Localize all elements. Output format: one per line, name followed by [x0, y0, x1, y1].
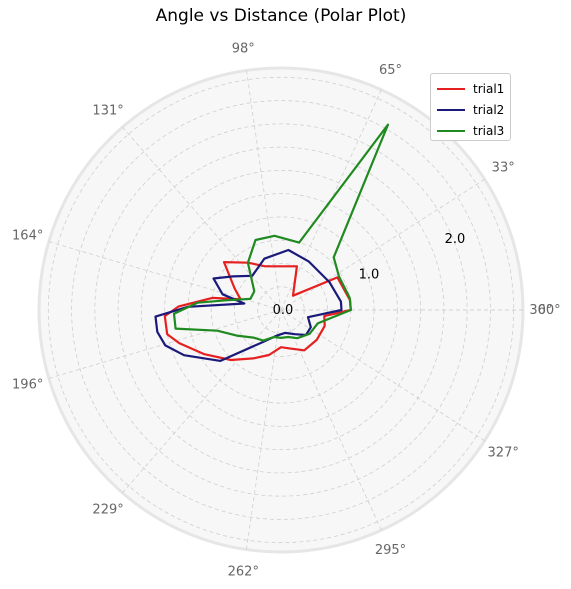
angle-tick-label: 98°: [232, 42, 255, 57]
angle-tick-label: 0°: [538, 303, 553, 318]
angle-gridline-10: [280, 309, 485, 442]
radial-tick-label: 1.0: [359, 267, 380, 282]
series-line-trial2: [154, 248, 343, 362]
angle-tick-label: 360°: [529, 303, 560, 318]
angle-tick-label: 327°: [488, 446, 519, 461]
angle-tick-label: 131°: [92, 104, 123, 119]
angle-gridline-4: [122, 126, 282, 311]
legend-entry: trial1: [437, 78, 510, 99]
angle-gridline-3: [246, 70, 282, 311]
radial-tick-label: 2.0: [445, 232, 466, 247]
angle-tick-label: 196°: [12, 378, 43, 393]
angle-tick-label: 229°: [92, 503, 123, 518]
angle-tick-label: 164°: [12, 229, 43, 244]
legend-swatch: [437, 129, 465, 132]
angle-tick-label: 33°: [492, 160, 515, 175]
legend-swatch: [437, 87, 465, 90]
angle-gridline-9: [280, 309, 382, 531]
radial-gridline-5: [140, 169, 422, 451]
legend-label: trial2: [473, 102, 505, 117]
legend-entry: trial2: [437, 99, 510, 120]
chart-title: Angle vs Distance (Polar Plot): [155, 6, 407, 26]
radial-gridline-4: [164, 193, 398, 427]
angle-gridline-8: [246, 309, 282, 550]
angle-tick-label: 262°: [228, 564, 259, 579]
angle-gridline-1: [280, 178, 485, 311]
radial-gridline-1: [234, 263, 328, 357]
radial-gridline-8: [71, 100, 491, 520]
legend-entry: trial3: [437, 120, 510, 141]
legend-label: trial3: [473, 123, 505, 138]
angle-gridline-7: [122, 309, 282, 494]
series-line-trial3: [172, 123, 390, 342]
legend-swatch: [437, 108, 465, 111]
legend-label: trial1: [473, 81, 505, 96]
radial-gridline-7: [94, 123, 468, 497]
legend: trial1 trial2 trial3: [430, 73, 511, 141]
angle-tick-label: 295°: [375, 543, 406, 558]
angle-gridline-5: [48, 241, 282, 311]
angle-tick-label: 65°: [379, 63, 402, 78]
series-line-trial1: [163, 261, 352, 362]
radial-tick-label: 0.0: [273, 303, 294, 318]
